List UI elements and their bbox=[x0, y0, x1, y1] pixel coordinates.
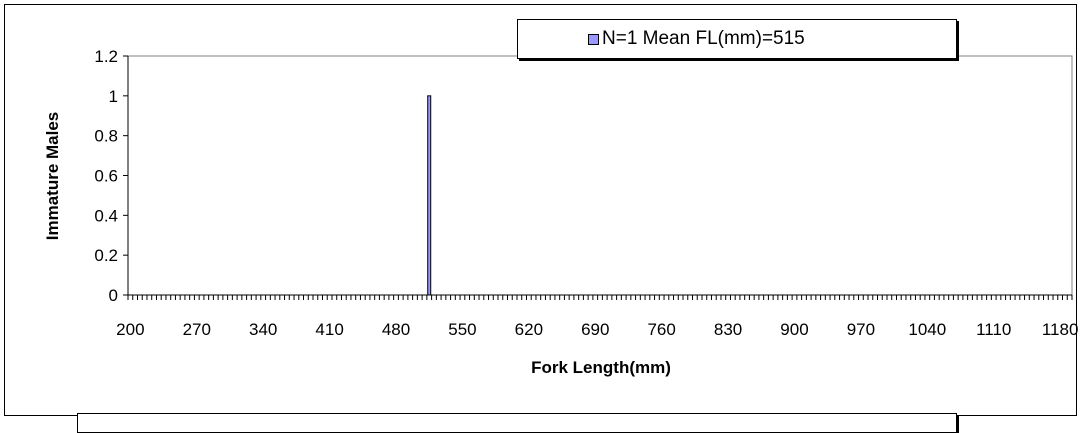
x-tick-label: 1110 bbox=[976, 320, 1011, 339]
legend-label: N=1 Mean FL(mm)=515 bbox=[602, 28, 805, 49]
x-tick-label: 830 bbox=[714, 320, 742, 339]
x-tick-label: 1180 bbox=[1042, 320, 1079, 339]
x-tick-label: 900 bbox=[780, 320, 808, 339]
x-tick-label: 270 bbox=[183, 320, 211, 339]
legend-swatch-icon bbox=[588, 33, 599, 45]
x-tick-label: 550 bbox=[448, 320, 476, 339]
x-tick-label: 480 bbox=[382, 320, 410, 339]
x-tick-label: 200 bbox=[116, 320, 144, 339]
bar-chart: Immature Males Fork Length(mm) 0 0.2 0.4 0.… bbox=[43, 47, 1079, 377]
y-tick-label: 0.6 bbox=[94, 167, 118, 186]
x-axis-title: Fork Length(mm) bbox=[531, 358, 671, 377]
y-tick-label: 0.8 bbox=[94, 127, 118, 146]
plot-area bbox=[127, 55, 1073, 296]
legend: N=1 Mean FL(mm)=515 bbox=[517, 19, 957, 59]
x-tick-label: 620 bbox=[515, 320, 543, 339]
x-tick-label: 970 bbox=[847, 320, 875, 339]
y-tick-label: 0 bbox=[109, 286, 118, 305]
x-tick-label: 410 bbox=[315, 320, 343, 339]
x-tick-label: 340 bbox=[249, 320, 277, 339]
x-tick-label: 1040 bbox=[908, 320, 946, 339]
x-tick-label: 760 bbox=[647, 320, 675, 339]
y-tick-label: 1 bbox=[109, 87, 118, 106]
y-tick-label: 0.2 bbox=[94, 246, 118, 265]
bar bbox=[427, 95, 432, 296]
x-tick-label: 690 bbox=[581, 320, 609, 339]
y-tick-label: 1.2 bbox=[94, 47, 118, 66]
y-tick-label: 0.4 bbox=[94, 206, 118, 225]
y-axis-title: Immature Males bbox=[43, 112, 62, 241]
lower-text-box bbox=[77, 413, 957, 433]
